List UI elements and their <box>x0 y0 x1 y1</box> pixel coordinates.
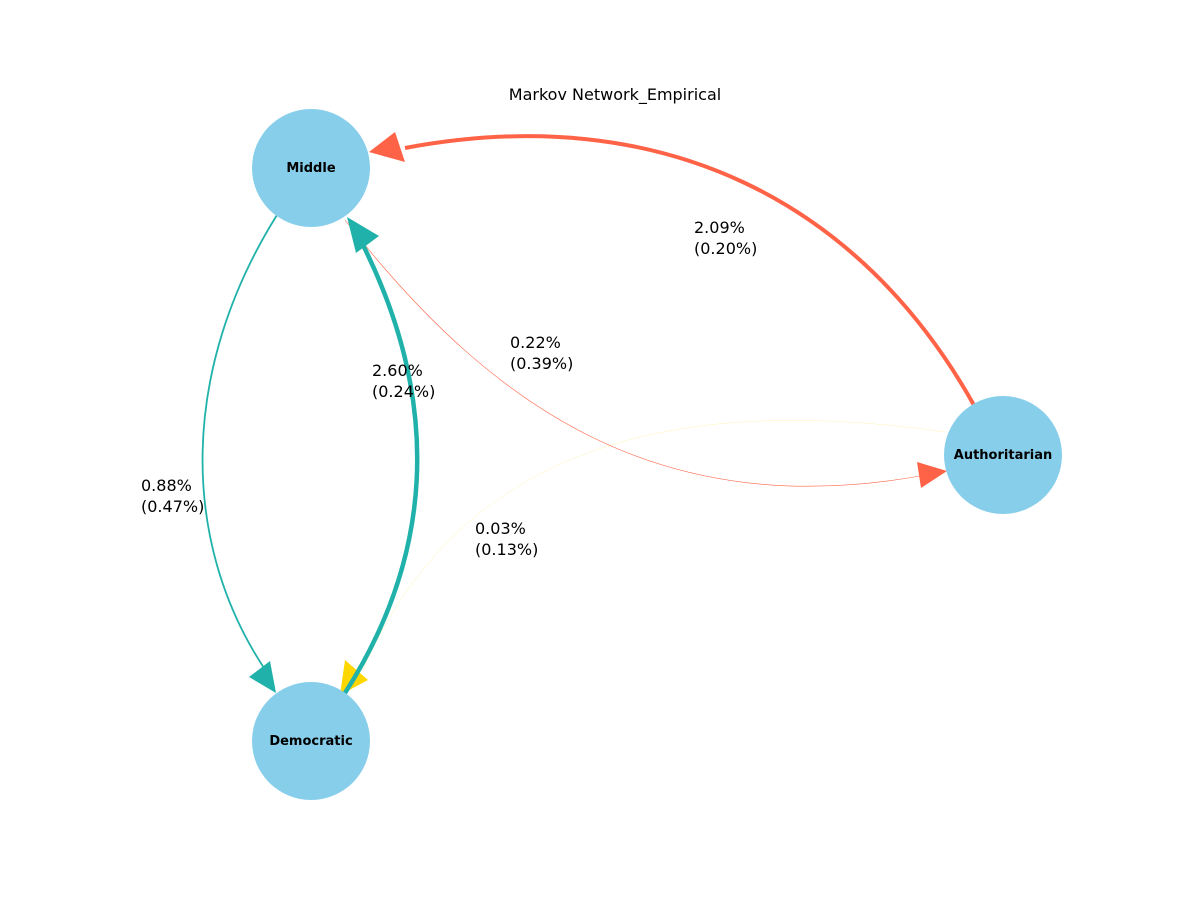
edge-line <box>201 214 278 669</box>
node-circle <box>252 682 370 800</box>
edge-authoritarian-to-democratic <box>340 420 946 695</box>
edge-label-value: 2.60% <box>372 361 423 380</box>
edge-democratic-to-middle <box>343 217 420 695</box>
edge-label-value: 0.88% <box>141 476 192 495</box>
edge-label-middle-to-authoritarian: 0.22% (0.39%) <box>510 333 573 373</box>
edge-middle-to-democratic <box>201 214 278 693</box>
edge-label-sd: (0.20%) <box>694 239 757 258</box>
edge-label-sd: (0.39%) <box>510 354 573 373</box>
diagram-title: Markov Network_Empirical <box>509 85 721 105</box>
node-authoritarian[interactable]: Authoritarian <box>944 396 1062 514</box>
edge-authoritarian-to-middle <box>369 132 977 408</box>
edge-line <box>343 243 420 695</box>
edge-label-democratic-to-middle: 2.60% (0.24%) <box>372 361 435 401</box>
edge-label-value: 0.22% <box>510 333 561 352</box>
edge-label-authoritarian-to-democratic: 0.03% (0.13%) <box>475 519 538 559</box>
edge-label-value: 0.03% <box>475 519 526 538</box>
edge-label-sd: (0.13%) <box>475 540 538 559</box>
arrowhead-icon <box>369 132 405 162</box>
node-label: Authoritarian <box>954 448 1052 463</box>
node-label: Democratic <box>269 734 352 749</box>
edge-label-sd: (0.47%) <box>141 497 204 516</box>
edge-line <box>344 219 921 487</box>
edge-label-middle-to-democratic: 0.88% (0.47%) <box>141 476 204 516</box>
edge-line <box>361 420 946 673</box>
node-label: Middle <box>286 161 335 176</box>
node-middle[interactable]: Middle <box>252 109 370 227</box>
edge-line <box>404 134 977 408</box>
arrowhead-icon <box>917 462 947 488</box>
arrowhead-icon <box>249 661 276 693</box>
edge-label-value: 2.09% <box>694 218 745 237</box>
node-circle <box>252 109 370 227</box>
edge-label-authoritarian-to-middle: 2.09% (0.20%) <box>694 218 757 258</box>
edge-label-sd: (0.24%) <box>372 382 435 401</box>
node-democratic[interactable]: Democratic <box>252 682 370 800</box>
arrowhead-icon <box>347 217 379 253</box>
edge-middle-to-authoritarian <box>344 219 947 488</box>
node-circle <box>944 396 1062 514</box>
